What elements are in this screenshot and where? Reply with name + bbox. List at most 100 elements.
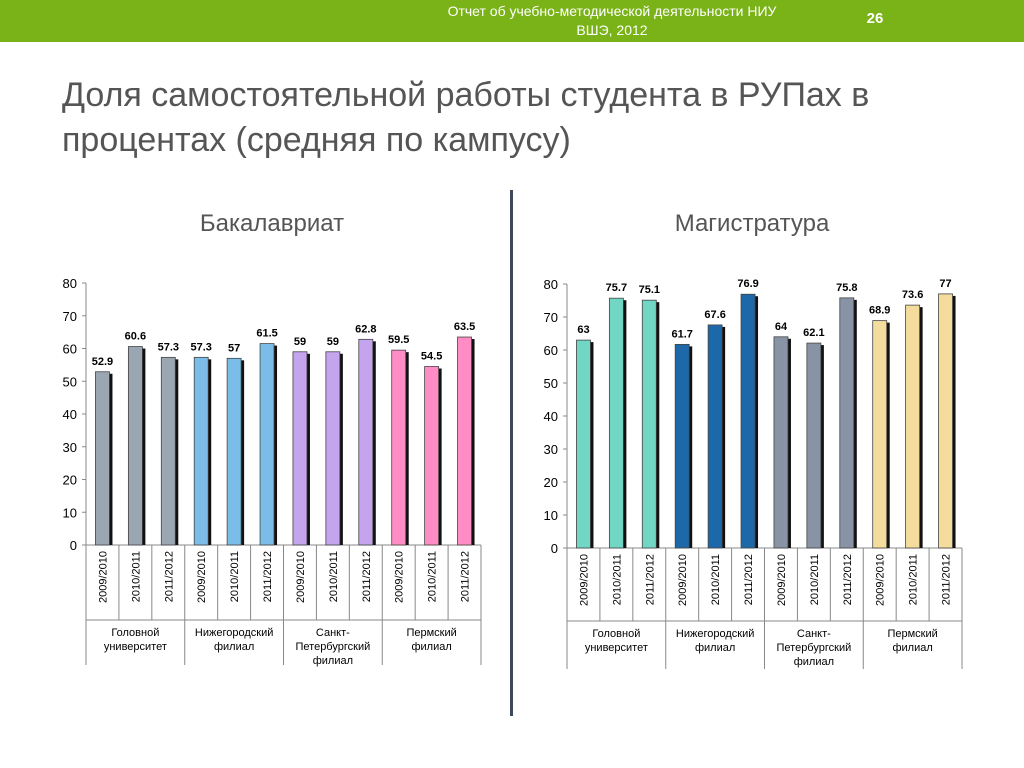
- group-label-line: Пермский: [406, 627, 456, 639]
- group-label-line: Головной: [592, 628, 640, 640]
- page-number: 26: [866, 10, 884, 27]
- group-label-line: университет: [585, 642, 648, 654]
- y-tick-label: 70: [544, 310, 558, 325]
- group-label: Санкт- Петербургский филиал: [296, 627, 371, 667]
- category-tick-label: 2010/2011: [710, 554, 722, 605]
- bar: [160, 356, 176, 546]
- bar: [674, 343, 690, 549]
- y-tick-label: 0: [70, 538, 77, 553]
- bar-value-label: 57.3: [158, 341, 179, 353]
- master-chart-title: Магистратура: [674, 210, 830, 237]
- bar: [641, 299, 657, 549]
- category-tick-label: 2011/2012: [842, 554, 854, 605]
- y-tick-label: 50: [63, 374, 77, 389]
- group-label-line: Петербургский: [296, 641, 371, 653]
- group-label: Головной университет: [104, 627, 167, 653]
- category-tick-label: 2009/2010: [776, 554, 788, 606]
- y-tick-label: 80: [544, 277, 558, 292]
- y-tick-label: 50: [544, 376, 558, 391]
- category-tick-label: 2011/2012: [941, 554, 953, 605]
- category-tick-label: 2010/2011: [809, 554, 821, 605]
- bar-value-label: 52.9: [92, 356, 113, 368]
- bar: [806, 342, 822, 549]
- slide-title-line2: процентах (средняя по кампусу): [62, 121, 571, 159]
- group-label-line: филиал: [695, 642, 735, 654]
- category-tick-label: 2009/2010: [97, 551, 109, 603]
- bar: [226, 357, 242, 546]
- category-tick-label: 2010/2011: [908, 554, 920, 605]
- group-label: Пермский филиал: [887, 628, 937, 654]
- bar-value-label: 68.9: [869, 305, 890, 317]
- report-title-line2: ВШЭ, 2012: [576, 22, 648, 38]
- bar-value-label: 77: [939, 278, 951, 290]
- group-label-line: филиал: [892, 642, 932, 654]
- y-tick-label: 80: [63, 276, 77, 291]
- category-tick-label: 2011/2012: [460, 551, 472, 602]
- bar: [259, 343, 275, 546]
- y-tick-label: 30: [63, 440, 77, 455]
- bachelor-bar-chart: 0 10 20 30 40 50 60 70 80 52.9 2009/2010 60.6 2010/2…: [63, 276, 482, 667]
- category-tick-label: 2011/2012: [262, 551, 274, 602]
- bar-value-label: 75.7: [606, 282, 627, 294]
- bar-value-label: 60.6: [125, 331, 146, 343]
- bar: [905, 304, 921, 549]
- category-tick-label: 2009/2010: [196, 551, 208, 603]
- category-tick-label: 2011/2012: [163, 551, 175, 602]
- panel-divider: [510, 190, 513, 716]
- category-tick-label: 2010/2011: [328, 551, 340, 602]
- category-tick-label: 2010/2011: [229, 551, 241, 602]
- bar-value-label: 64: [775, 321, 788, 333]
- bar-value-label: 75.1: [639, 284, 660, 296]
- bar-value-label: 63: [577, 324, 589, 336]
- category-tick-label: 2009/2010: [578, 554, 590, 606]
- y-tick-label: 20: [63, 473, 77, 488]
- header-bar: Отчет об учебно-методической деятельност…: [0, 0, 1024, 42]
- bar: [127, 346, 143, 546]
- group-label-line: Головной: [111, 627, 159, 639]
- bar: [292, 351, 308, 546]
- category-tick-label: 2011/2012: [361, 551, 373, 602]
- bar: [95, 371, 110, 546]
- bar-value-label: 63.5: [454, 321, 475, 333]
- category-tick-label: 2010/2011: [611, 554, 623, 605]
- bar-value-label: 67.6: [704, 309, 725, 321]
- bachelor-chart-title: Бакалавриат: [199, 210, 345, 237]
- bar-value-label: 73.6: [902, 289, 923, 301]
- bar-value-label: 76.9: [737, 278, 758, 290]
- group-label-line: Пермский: [887, 628, 937, 640]
- y-tick-label: 0: [551, 541, 558, 556]
- group-label: Нижегородский филиал: [195, 627, 273, 653]
- bar: [740, 293, 756, 549]
- bar-value-label: 57.3: [190, 341, 211, 353]
- report-title-line1: Отчет об учебно-методической деятельност…: [447, 3, 777, 19]
- bar: [707, 324, 723, 549]
- group-label: Нижегородский филиал: [676, 628, 754, 654]
- bar: [872, 320, 888, 549]
- bar: [839, 297, 855, 549]
- bar: [424, 366, 440, 546]
- y-tick-label: 30: [544, 442, 558, 457]
- bar-value-label: 59: [294, 336, 306, 348]
- group-label-line: филиал: [214, 641, 254, 653]
- bar: [608, 297, 624, 549]
- y-tick-label: 10: [544, 508, 558, 523]
- category-tick-label: 2010/2011: [427, 551, 439, 602]
- y-tick-label: 40: [544, 409, 558, 424]
- y-tick-label: 10: [63, 505, 77, 520]
- y-tick-label: 40: [63, 407, 77, 422]
- category-tick-label: 2011/2012: [644, 554, 656, 605]
- group-label: Пермский филиал: [406, 627, 456, 653]
- y-tick-label: 20: [544, 475, 558, 490]
- group-label-line: Санкт-: [316, 627, 350, 639]
- bar: [193, 356, 209, 546]
- group-label-line: филиал: [313, 655, 353, 667]
- bar-value-label: 62.8: [355, 323, 376, 335]
- bar-value-label: 59: [327, 336, 339, 348]
- bar-value-label: 57: [228, 342, 240, 354]
- category-tick-label: 2009/2010: [875, 554, 887, 606]
- bar: [325, 351, 341, 546]
- group-label: Санкт- Петербургский филиал: [777, 628, 852, 668]
- slide-title-line1: Доля самостоятельной работы студента в Р…: [62, 76, 870, 114]
- bar: [938, 293, 953, 549]
